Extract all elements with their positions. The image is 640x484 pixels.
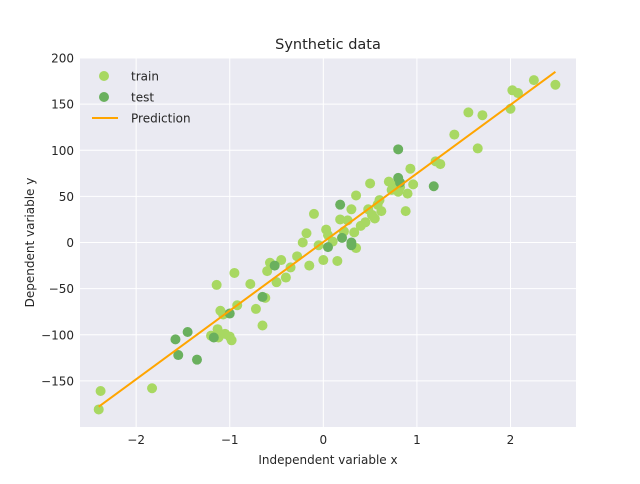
test-point: [346, 240, 357, 251]
series-prediction: [98, 71, 557, 408]
x-tick-label: −2: [127, 433, 145, 447]
legend-marker: [99, 92, 109, 102]
train-point: [550, 79, 561, 90]
train-point: [402, 188, 413, 199]
train-point: [304, 260, 315, 271]
train-point: [262, 266, 273, 277]
train-point: [257, 320, 268, 331]
train-point: [245, 279, 256, 290]
test-point: [428, 181, 439, 192]
train-point: [226, 335, 237, 346]
test-point: [269, 260, 280, 271]
test-point: [337, 232, 348, 243]
train-point: [472, 143, 483, 154]
test-point: [182, 326, 193, 337]
y-tick-label: 50: [59, 190, 74, 204]
train-point: [400, 206, 411, 217]
test-point: [393, 144, 404, 155]
train-point: [376, 206, 387, 217]
train-point: [147, 383, 158, 394]
train-point: [365, 178, 376, 189]
prediction-line: [98, 71, 557, 408]
train-point: [360, 217, 371, 228]
x-tick-label: 2: [507, 433, 515, 447]
data-layer: [93, 71, 561, 415]
test-point: [170, 334, 181, 345]
legend-label: train: [131, 70, 159, 84]
series-test: [170, 144, 439, 365]
series-train: [93, 75, 561, 415]
chart-title: Synthetic data: [275, 37, 381, 53]
train-point: [449, 129, 460, 140]
train-point: [276, 255, 287, 266]
test-point: [257, 291, 268, 302]
legend-item-train: train: [99, 70, 159, 84]
train-point: [211, 279, 222, 290]
x-axis-label: Independent variable x: [258, 453, 397, 467]
x-tick-label: 1: [413, 433, 421, 447]
test-point: [224, 308, 235, 319]
train-point: [250, 303, 261, 314]
legend-label: test: [131, 91, 154, 105]
legend-marker: [99, 71, 109, 81]
train-point: [93, 404, 104, 415]
y-tick-label: 150: [51, 98, 74, 112]
grid-lines: [80, 57, 576, 427]
y-tick-label: 100: [51, 144, 74, 158]
y-tick-label: −150: [41, 374, 74, 388]
test-point: [173, 350, 184, 361]
train-point: [349, 227, 360, 238]
train-point: [297, 237, 308, 248]
test-point: [191, 354, 202, 365]
train-point: [408, 179, 419, 190]
train-point: [351, 190, 362, 201]
train-point: [318, 255, 329, 266]
legend: train test Prediction: [92, 70, 191, 126]
y-axis-label: Dependent variable y: [23, 178, 37, 308]
train-point: [528, 75, 539, 86]
y-tick-label: −50: [49, 282, 74, 296]
train-point: [301, 228, 312, 239]
legend-item-prediction: Prediction: [92, 112, 191, 126]
legend-item-test: test: [99, 91, 154, 105]
test-point: [208, 332, 219, 343]
x-tick-label: 0: [320, 433, 328, 447]
train-point: [271, 277, 282, 288]
legend-label: Prediction: [131, 112, 191, 126]
train-point: [95, 386, 106, 397]
train-point: [346, 204, 357, 215]
x-tick-label: −1: [221, 433, 239, 447]
y-tick-label: −100: [41, 328, 74, 342]
train-point: [512, 88, 523, 99]
tick-labels: −2 −1 0 1 2 −150 −100 −50 0 50 100 150 200: [41, 52, 514, 448]
train-point: [335, 214, 346, 225]
train-point: [463, 107, 474, 118]
train-point: [212, 324, 223, 335]
train-point: [435, 159, 446, 170]
train-point: [280, 272, 291, 283]
train-point: [369, 213, 380, 224]
test-point: [323, 242, 333, 253]
y-tick-label: 0: [66, 236, 74, 250]
train-point: [229, 267, 240, 278]
train-point: [405, 163, 416, 174]
train-point: [477, 110, 488, 121]
train-point: [332, 255, 343, 266]
y-tick-label: 200: [51, 52, 74, 66]
test-point: [335, 199, 346, 210]
train-point: [308, 208, 319, 219]
